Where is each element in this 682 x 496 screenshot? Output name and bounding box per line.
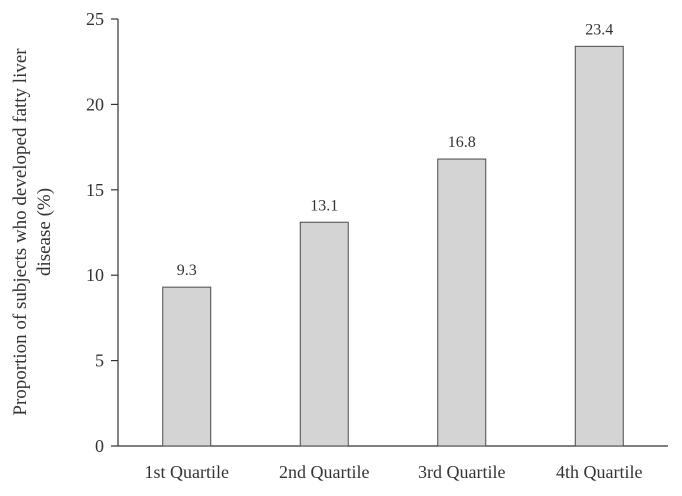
y-axis-title: Proportion of subjects who developed fat… <box>10 48 55 416</box>
data-label-2: 13.1 <box>310 197 338 214</box>
y-tick-label: 15 <box>86 180 104 200</box>
bars <box>162 45 624 447</box>
y-axis-title-line-2: disease (%) <box>34 188 55 276</box>
y-tick-label: 0 <box>95 436 104 456</box>
bar-3 <box>437 158 487 447</box>
data-label-1: 9.3 <box>177 262 197 279</box>
bar-1 <box>162 286 212 447</box>
y-axis-ticks: 0 5 10 15 20 25 <box>86 9 118 456</box>
data-labels: 9.3 13.1 16.8 23.4 <box>177 21 614 279</box>
y-tick-label: 5 <box>95 351 104 371</box>
x-tick-label-3: 3rd Quartile <box>418 462 505 482</box>
y-axis-title-line-1: Proportion of subjects who developed fat… <box>10 48 31 416</box>
y-tick-label: 20 <box>86 94 104 114</box>
data-label-3: 16.8 <box>448 134 476 151</box>
x-tick-label-1: 1st Quartile <box>145 462 229 482</box>
data-label-4: 23.4 <box>585 21 613 38</box>
y-tick-label: 10 <box>86 265 104 285</box>
x-axis-labels: 1st Quartile 2nd Quartile 3rd Quartile 4th … <box>145 462 643 482</box>
x-tick-label-2: 2nd Quartile <box>279 462 369 482</box>
x-tick-label-4: 4th Quartile <box>556 462 642 482</box>
y-tick-label: 25 <box>86 9 104 29</box>
bar-2 <box>299 221 349 447</box>
bar-4 <box>574 45 624 447</box>
